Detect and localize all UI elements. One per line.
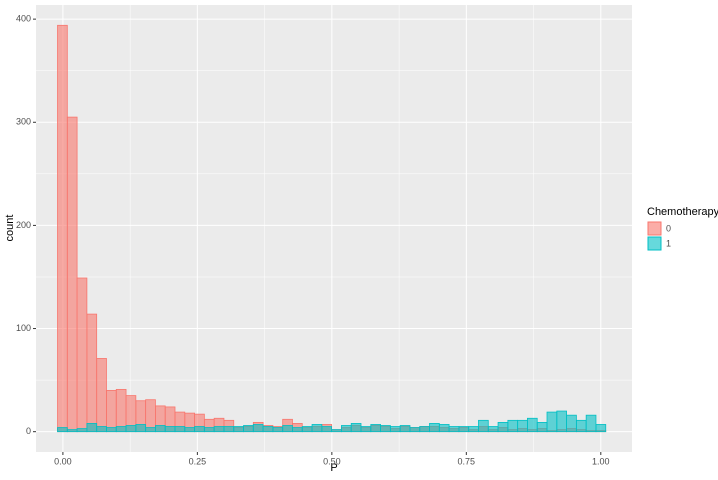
bar (370, 424, 381, 433)
x-tick-label: 0.50 (323, 456, 341, 466)
bar (497, 421, 509, 433)
bar (438, 424, 450, 433)
y-tick-label: 100 (16, 323, 31, 333)
panel (36, 5, 632, 452)
legend-swatch (647, 221, 662, 236)
bar (57, 427, 68, 433)
bar (66, 116, 78, 433)
bar (389, 426, 401, 433)
legend-title: Chemotherapy (647, 206, 718, 218)
bar (458, 426, 470, 433)
bar (86, 423, 98, 433)
bar (536, 421, 548, 433)
legend-label: 0 (666, 223, 671, 233)
bar (556, 410, 567, 433)
x-tick-label: 0.25 (189, 456, 207, 466)
bar (595, 424, 607, 433)
bar (86, 313, 98, 433)
bar (478, 419, 489, 433)
bar (57, 24, 68, 433)
bar (487, 426, 499, 433)
bar (282, 425, 293, 433)
bar (360, 426, 372, 433)
bar (106, 427, 117, 433)
bar (341, 425, 352, 433)
bar (409, 427, 421, 433)
y-axis-label: count (4, 215, 16, 242)
bar (233, 426, 244, 433)
bar (566, 414, 577, 433)
x-tick-label: 1.00 (592, 456, 610, 466)
bar (292, 427, 303, 433)
bar (223, 426, 235, 433)
bar (125, 425, 137, 433)
bar (145, 427, 156, 433)
legend-label: 1 (666, 238, 671, 248)
bar (164, 426, 176, 433)
bar (96, 426, 107, 433)
bar (96, 358, 107, 433)
bar (243, 425, 254, 433)
x-tick-label: 0.00 (54, 456, 72, 466)
bar (301, 426, 313, 433)
bar (399, 425, 411, 433)
y-tick-label: 200 (16, 220, 31, 230)
bar (575, 419, 587, 433)
bar (350, 423, 362, 433)
bar (448, 426, 460, 433)
bar (507, 419, 519, 433)
bar (331, 429, 342, 433)
bar (194, 426, 205, 433)
bar (145, 399, 156, 433)
bar (517, 419, 528, 433)
bar (155, 425, 166, 433)
bar (106, 390, 117, 433)
y-tick-label: 400 (16, 14, 31, 24)
bar (213, 426, 225, 433)
y-tick-label: 300 (16, 117, 31, 127)
bar (468, 426, 479, 433)
bar (76, 277, 88, 433)
y-tick-label: 0 (26, 426, 31, 436)
bar (252, 424, 264, 433)
bar (527, 417, 538, 433)
bar (272, 427, 284, 433)
bar (135, 424, 147, 433)
bar (66, 429, 78, 433)
bar (174, 426, 186, 433)
bar (76, 428, 88, 433)
x-axis-label: P (330, 462, 337, 474)
bar (262, 426, 274, 433)
bar (115, 426, 127, 433)
bar (585, 414, 597, 433)
bar (429, 423, 440, 433)
bar (203, 427, 215, 433)
bar (321, 426, 333, 433)
x-tick-label: 0.75 (458, 456, 476, 466)
bar (311, 424, 323, 433)
bar (419, 426, 430, 433)
bar (380, 425, 391, 433)
bar (546, 411, 558, 433)
bar (184, 427, 195, 433)
legend-swatch (647, 236, 662, 251)
bar (115, 388, 127, 433)
